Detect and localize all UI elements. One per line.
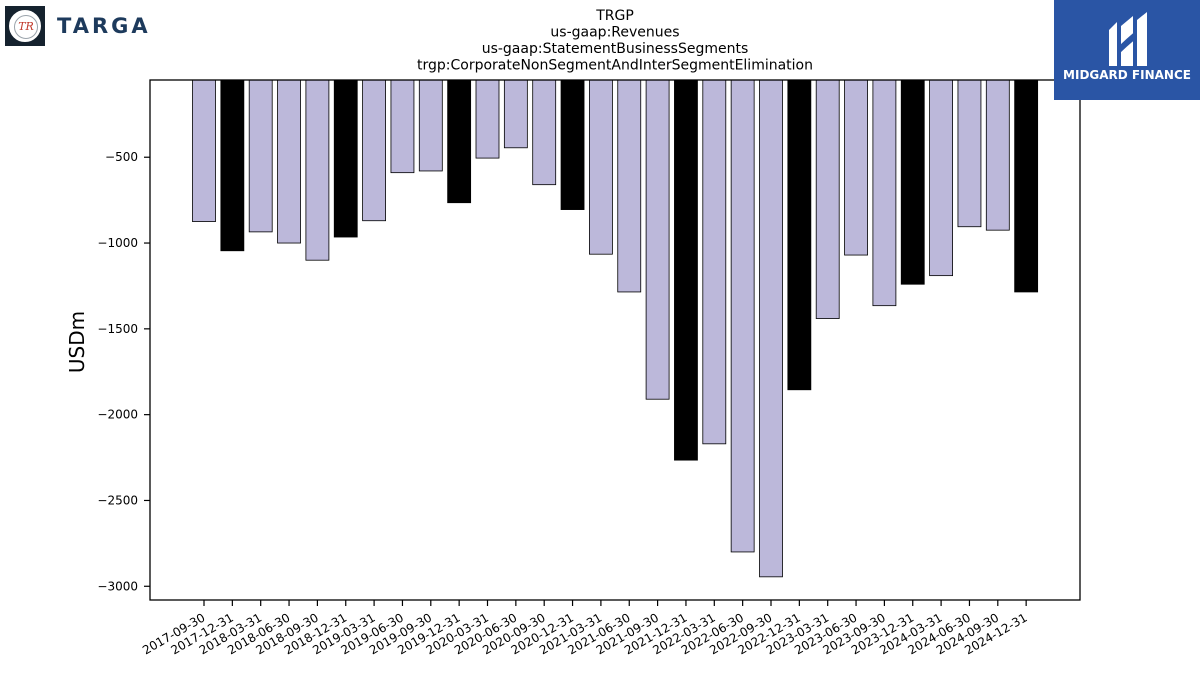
chart-title-line: us-gaap:StatementBusinessSegments — [482, 41, 749, 57]
bar — [759, 79, 783, 578]
company-logo: TR TARGA — [5, 5, 151, 47]
y-tick-label: −3000 — [97, 579, 138, 593]
chart-title-line: trgp:CorporateNonSegmentAndInterSegmentE… — [417, 58, 813, 74]
midgard-finance-text: MIDGARD FINANCE — [1063, 68, 1191, 82]
bar — [702, 79, 727, 445]
bar — [277, 79, 301, 244]
bar — [900, 79, 925, 285]
bar — [560, 79, 585, 210]
bar — [220, 79, 245, 252]
bar — [390, 79, 415, 174]
chart-title-line: us-gaap:Revenues — [550, 25, 679, 41]
y-tick-label: −2000 — [97, 408, 138, 422]
y-axis: −500 −1000 −1500 −2000 −2500 −3000 — [97, 150, 150, 593]
bar — [929, 79, 953, 277]
bar — [475, 79, 500, 159]
bar — [248, 79, 273, 233]
bar — [418, 79, 443, 172]
bar-series — [192, 79, 1039, 578]
bar — [815, 79, 840, 319]
bar — [589, 79, 613, 255]
bar — [532, 79, 557, 186]
bar — [305, 79, 330, 261]
bar — [503, 79, 528, 149]
plot-frame — [149, 79, 1081, 601]
y-tick-label: −1000 — [97, 236, 138, 250]
bar — [674, 79, 698, 461]
midgard-mark-icon — [1109, 12, 1147, 66]
bar — [730, 79, 755, 553]
company-logo-badge-text: TR — [14, 15, 38, 39]
bar — [362, 79, 387, 222]
bar — [985, 79, 1010, 231]
bar — [192, 79, 216, 222]
bar — [333, 79, 358, 238]
chart-title-line: TRGP — [595, 8, 634, 24]
y-axis-label: USDm — [65, 311, 89, 373]
bar — [844, 79, 868, 256]
company-logo-badge-icon: TR — [5, 6, 45, 46]
y-tick-label: −2500 — [97, 493, 138, 507]
bar — [447, 79, 472, 204]
bar — [617, 79, 642, 293]
x-axis: 2017-09-302017-12-312018-03-312018-06-30… — [140, 600, 1030, 657]
y-tick-label: −1500 — [97, 322, 138, 336]
midgard-finance-logo: MIDGARD FINANCE — [1054, 0, 1200, 100]
bar — [872, 79, 897, 307]
bar — [1014, 79, 1039, 293]
chart-title: TRGPus-gaap:Revenuesus-gaap:StatementBus… — [417, 8, 813, 74]
y-tick-label: −500 — [105, 150, 138, 164]
bar — [787, 79, 812, 391]
bar — [957, 79, 982, 228]
company-logo-wordmark: TARGA — [57, 14, 151, 38]
bar — [645, 79, 670, 400]
